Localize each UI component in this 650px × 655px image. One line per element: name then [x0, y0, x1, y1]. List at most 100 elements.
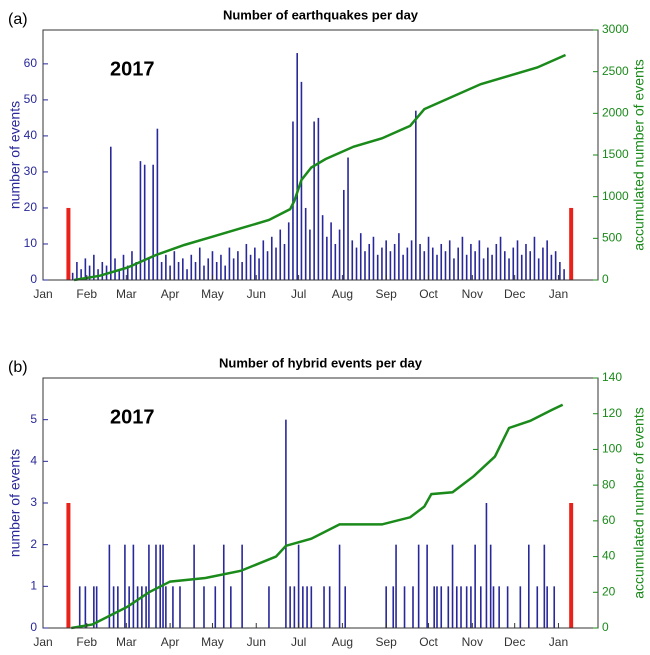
bar — [326, 236, 328, 280]
y2-tick-label: 2500 — [602, 64, 629, 78]
bar — [344, 586, 347, 628]
x-tick-label: Jun — [247, 287, 266, 301]
bar — [359, 233, 362, 280]
x-tick-label: Jul — [291, 635, 306, 649]
x-tick-label: Jul — [291, 287, 306, 301]
bar — [293, 586, 296, 628]
bar — [122, 254, 125, 280]
bar — [529, 251, 532, 280]
bar — [93, 254, 95, 280]
bar — [287, 222, 290, 280]
x-tick-label: Oct — [419, 287, 438, 301]
bar — [491, 254, 493, 280]
bar — [160, 261, 163, 280]
y2-tick-label: 1500 — [602, 147, 629, 161]
bar — [427, 236, 430, 280]
bar — [546, 240, 548, 280]
bar — [460, 586, 462, 628]
bar — [309, 229, 311, 280]
bar — [470, 243, 472, 280]
bar — [455, 586, 458, 628]
x-tick-label: Oct — [419, 635, 438, 649]
bar — [88, 265, 91, 280]
bar — [426, 544, 428, 628]
bar — [431, 247, 434, 280]
bar — [214, 586, 217, 628]
x-tick-label: Sep — [375, 635, 397, 649]
bar — [289, 586, 291, 628]
bar — [543, 544, 546, 628]
bar — [474, 251, 476, 280]
bar — [232, 258, 235, 280]
bar — [117, 586, 119, 628]
bar — [323, 586, 325, 628]
x-tick-label: Nov — [462, 635, 483, 649]
y-tick-label: 2 — [30, 537, 37, 551]
bar — [412, 586, 414, 628]
bar — [385, 586, 387, 628]
bar — [241, 261, 243, 280]
bar — [143, 164, 146, 280]
chart-title: Number of hybrid events per day — [219, 355, 423, 370]
x-tick-label: Aug — [332, 287, 353, 301]
bar — [114, 258, 116, 280]
bar — [536, 586, 539, 628]
bar — [392, 586, 395, 628]
bar — [393, 243, 396, 280]
bar — [211, 251, 214, 280]
bar — [440, 586, 443, 628]
bar — [451, 544, 454, 628]
bar — [498, 586, 500, 628]
x-tick-label: Dec — [504, 635, 525, 649]
x-tick-label: Jan — [549, 635, 568, 649]
y-tick-label: 4 — [30, 454, 37, 468]
y-axis-label: number of events — [7, 449, 23, 557]
bar — [108, 544, 111, 628]
bar — [84, 586, 87, 628]
bar — [182, 258, 184, 280]
bar — [172, 586, 174, 628]
y2-tick-label: 500 — [602, 231, 622, 245]
bar — [148, 544, 150, 628]
bar — [499, 236, 502, 280]
bar — [237, 251, 239, 280]
bar — [364, 251, 366, 280]
bar — [207, 258, 210, 280]
bar — [402, 254, 404, 280]
x-tick-label: Feb — [76, 635, 97, 649]
bar — [283, 243, 286, 280]
bar — [173, 251, 176, 280]
bar — [338, 229, 341, 280]
y-tick-label: 0 — [30, 620, 37, 634]
y2-tick-label: 3000 — [602, 22, 629, 36]
bar — [268, 586, 270, 628]
bar — [447, 586, 450, 628]
bar — [423, 251, 426, 280]
y-tick-label: 0 — [30, 272, 37, 286]
bar — [415, 110, 417, 280]
x-tick-label: Jun — [247, 635, 266, 649]
bar — [482, 258, 485, 280]
bar — [485, 503, 488, 628]
bar — [519, 586, 522, 628]
y2-tick-label: 1000 — [602, 189, 629, 203]
bar — [128, 586, 130, 628]
bar — [97, 269, 99, 280]
bar — [489, 544, 492, 628]
bar — [230, 586, 232, 628]
bar — [169, 265, 171, 280]
bar — [71, 272, 74, 280]
bar — [220, 254, 222, 280]
bar — [254, 247, 256, 280]
bar — [343, 189, 345, 280]
cumulative-line — [73, 53, 567, 282]
bar — [222, 544, 225, 628]
bar — [508, 258, 510, 280]
bar — [470, 586, 472, 628]
bar — [297, 544, 300, 628]
bar — [403, 586, 406, 628]
bar — [487, 247, 489, 280]
bar — [241, 544, 243, 628]
bar — [80, 269, 82, 280]
